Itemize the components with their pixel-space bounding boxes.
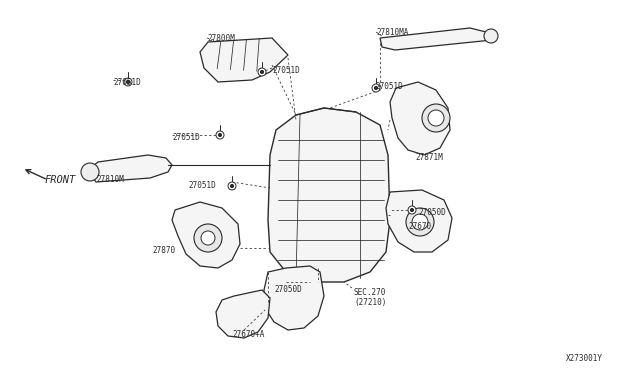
Circle shape [410, 208, 413, 212]
Circle shape [81, 163, 99, 181]
Circle shape [194, 224, 222, 252]
Polygon shape [390, 82, 450, 155]
Circle shape [124, 78, 132, 86]
Text: 27051D: 27051D [172, 133, 200, 142]
Circle shape [372, 84, 380, 92]
Polygon shape [264, 266, 324, 330]
Text: SEC.270
(27210): SEC.270 (27210) [354, 288, 387, 307]
Circle shape [228, 182, 236, 190]
Text: 27051D: 27051D [375, 82, 403, 91]
Polygon shape [172, 202, 240, 268]
Circle shape [127, 80, 129, 83]
Polygon shape [216, 290, 270, 338]
Circle shape [218, 134, 221, 137]
Text: 27051D: 27051D [188, 181, 216, 190]
Polygon shape [200, 38, 288, 82]
Circle shape [258, 68, 266, 76]
Text: 27670: 27670 [408, 222, 431, 231]
Text: 27871M: 27871M [415, 153, 443, 162]
Circle shape [260, 71, 264, 74]
Text: 27050D: 27050D [274, 285, 301, 294]
Circle shape [201, 231, 215, 245]
Circle shape [412, 214, 428, 230]
Circle shape [406, 208, 434, 236]
Polygon shape [386, 190, 452, 252]
Text: 27810MA: 27810MA [376, 28, 408, 37]
Text: 27670+A: 27670+A [232, 330, 264, 339]
Circle shape [422, 104, 450, 132]
Circle shape [374, 87, 378, 90]
Polygon shape [88, 155, 172, 182]
Circle shape [408, 206, 416, 214]
Text: 27050D: 27050D [418, 208, 445, 217]
Text: 27051D: 27051D [272, 66, 300, 75]
Text: 27800M: 27800M [207, 34, 235, 43]
Text: X273001Y: X273001Y [566, 354, 603, 363]
Text: FRONT: FRONT [45, 175, 76, 185]
Text: 27810M: 27810M [96, 175, 124, 184]
Circle shape [216, 131, 224, 139]
Circle shape [484, 29, 498, 43]
Polygon shape [380, 28, 492, 50]
Circle shape [428, 110, 444, 126]
Polygon shape [268, 108, 390, 282]
Text: 27051D: 27051D [113, 78, 141, 87]
Circle shape [230, 185, 234, 187]
Text: 27870: 27870 [152, 246, 175, 255]
